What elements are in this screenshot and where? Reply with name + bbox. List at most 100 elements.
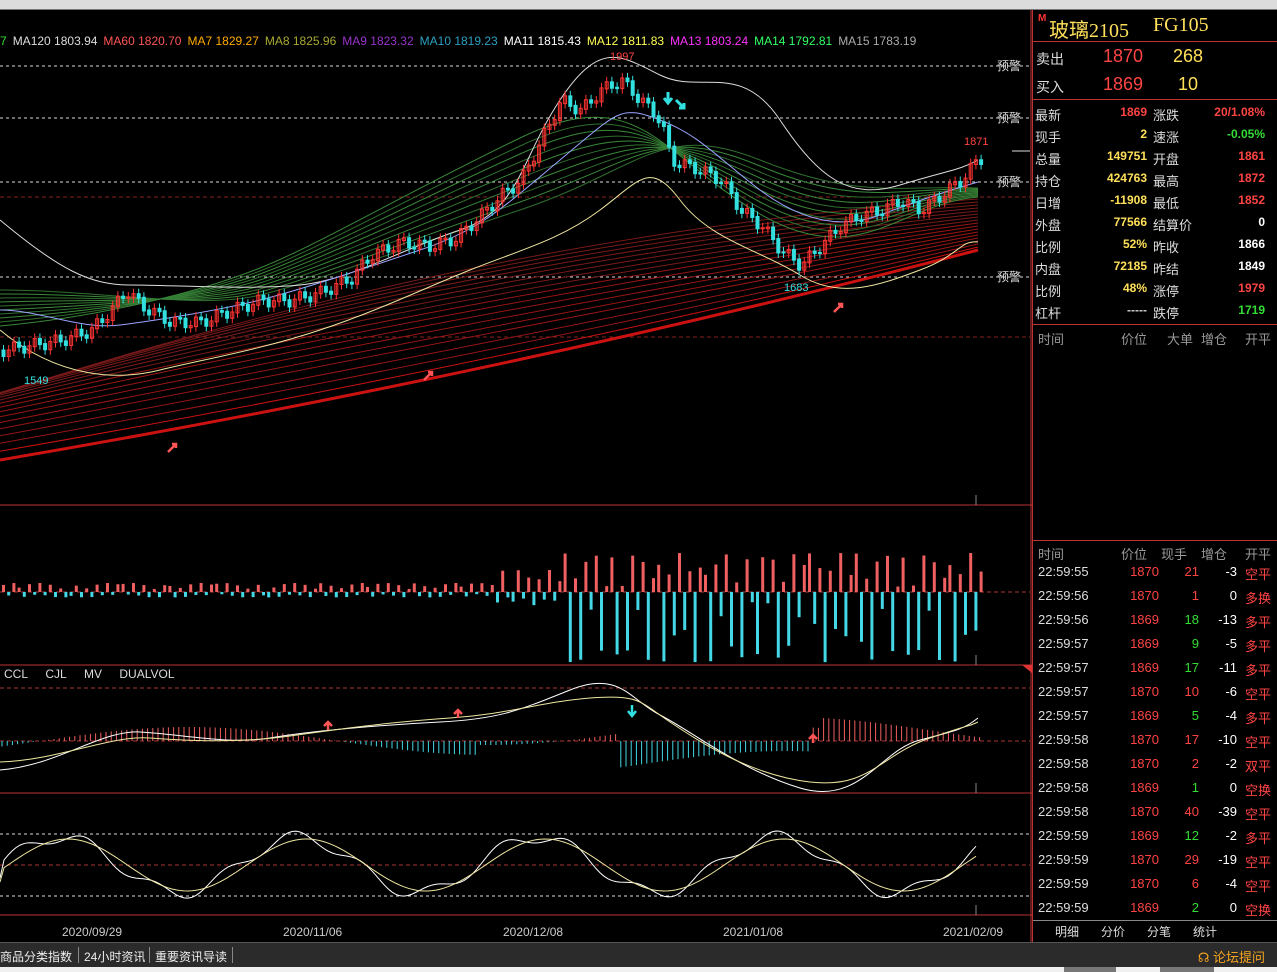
oi-bar: [54, 592, 57, 598]
tab-price-dist[interactable]: 分价: [1101, 925, 1126, 939]
tick-row[interactable]: 22:59:59 1870 29 -19 空平: [1033, 848, 1277, 872]
tick-row[interactable]: 22:59:59 1869 12 -2 多平: [1033, 824, 1277, 848]
tick-type: 空平: [1245, 879, 1272, 894]
ma-line: [0, 240, 979, 437]
stat-row: 现手 2 速涨 -0.05%: [1033, 124, 1277, 146]
candle-body: [287, 299, 292, 308]
candle-body: [115, 295, 120, 308]
signal-arrow: [423, 370, 434, 381]
oi-bar: [678, 553, 681, 592]
oi-bar: [152, 588, 156, 592]
oi-bar: [834, 592, 837, 630]
tick-row[interactable]: 22:59:56 1869 18 -13 多平: [1033, 608, 1277, 632]
tick-row[interactable]: 22:59:58 1870 17 -10 空平: [1033, 728, 1277, 752]
tick-row[interactable]: 22:59:59 1869 2 0 空换: [1033, 896, 1277, 920]
oi-bar: [100, 592, 104, 596]
col-big-order: 大单: [1167, 332, 1194, 347]
tick-oi-change: -19: [1218, 852, 1237, 867]
tick-row[interactable]: 22:59:57 1869 17 -11 多平: [1033, 656, 1277, 680]
kline-chart-area[interactable]: 预警 预警 预警 预警 1997 1549 1683 1871 7 MA120 1803.94 M…: [0, 10, 1032, 942]
tab-tick[interactable]: 分笔: [1147, 925, 1172, 939]
tick-row[interactable]: 22:59:58 1869 1 0 空换: [1033, 776, 1277, 800]
candle-body: [37, 337, 42, 346]
candle-body: [17, 341, 22, 348]
oi-bar: [142, 585, 146, 592]
alert-label: 预警: [997, 269, 1021, 284]
status-24h-news[interactable]: 24小时资讯: [84, 950, 146, 964]
tick-volume: 1: [1191, 588, 1199, 603]
ask-price: 1870: [1102, 46, 1143, 66]
status-commodity-index[interactable]: 商品分类指数: [0, 950, 73, 964]
candle-body: [297, 291, 302, 301]
indicator-mv[interactable]: MV: [84, 667, 103, 681]
oi-bar: [506, 592, 510, 598]
oi-bar: [80, 592, 83, 598]
tick-row[interactable]: 22:59:58 1870 40 -39 空平: [1033, 800, 1277, 824]
status-headlines[interactable]: 重要资讯导读: [155, 950, 228, 964]
candle-body: [651, 101, 656, 118]
ask-label: 卖出: [1036, 51, 1064, 67]
candle-body: [178, 317, 183, 320]
candle-body: [635, 93, 640, 103]
candle-body: [677, 164, 682, 169]
tick-row[interactable]: 22:59:57 1869 9 -5 多平: [1033, 632, 1277, 656]
tick-row[interactable]: 22:59:58 1870 2 -2 双平: [1033, 752, 1277, 776]
stat-row: 外盘 77566 结算价 0: [1033, 212, 1277, 234]
tick-time: 22:59:59: [1038, 852, 1089, 867]
ma-legend-item: MA15 1783.19: [838, 34, 917, 48]
candle-body: [375, 248, 380, 262]
oi-bar: [641, 561, 645, 592]
candle-body: [979, 159, 984, 165]
indicator-cjl[interactable]: CJL: [45, 667, 67, 681]
tab-statistics[interactable]: 统计: [1193, 925, 1218, 939]
forum-help-button[interactable]: ☊ 论坛提问: [1198, 947, 1265, 966]
tick-oi-change: -11: [1219, 660, 1237, 675]
tick-type: 多平: [1245, 711, 1272, 726]
col-volume: 现手: [1161, 547, 1188, 562]
stat-label: 比例: [1035, 240, 1062, 255]
tick-list[interactable]: 22:59:55 1870 21 -3 空平 22:59:56 1870 1 0 多换 22:59:…: [1033, 560, 1277, 920]
tick-row[interactable]: 22:59:55 1870 21 -3 空平: [1033, 560, 1277, 584]
tick-row[interactable]: 22:59:59 1870 6 -4 空平: [1033, 872, 1277, 896]
stat-value: 149751: [1106, 149, 1147, 163]
tick-price: 1870: [1130, 804, 1159, 819]
candle-body: [141, 296, 146, 312]
oi-bar: [745, 559, 749, 592]
candle-body: [339, 276, 344, 285]
candle-body: [568, 95, 573, 107]
candle-body: [973, 159, 978, 165]
tick-row[interactable]: 22:59:57 1869 5 -4 多平: [1033, 704, 1277, 728]
stat-row: 杠杆 ----- 跌停 1719: [1033, 300, 1277, 322]
ma-legend-item: MA8 1825.96: [264, 34, 337, 48]
tick-row[interactable]: 22:59:56 1870 1 0 多换: [1033, 584, 1277, 608]
tick-type: 空平: [1245, 855, 1272, 870]
candle-body: [69, 335, 74, 346]
candle-body: [589, 99, 594, 104]
bid-row[interactable]: 买入 1869 10: [1033, 71, 1277, 99]
oi-bar: [594, 555, 598, 592]
tick-price: 1869: [1130, 612, 1159, 627]
candle-body: [11, 341, 16, 352]
ask-row[interactable]: 卖出 1870 268: [1033, 43, 1277, 71]
candle-body: [235, 301, 240, 314]
oi-bar: [194, 592, 198, 595]
quote-stats: 最新 1869 涨跌 20/1.08% 现手 2 速涨 -0.05% 总量 149751 开盘 186…: [1033, 100, 1277, 325]
candle-body: [890, 198, 895, 206]
stat-label: 最高: [1153, 174, 1180, 189]
signal-arrow: [323, 720, 333, 730]
oi-bar: [215, 583, 219, 592]
oi-bar: [210, 584, 213, 592]
candle-body: [968, 162, 973, 180]
tick-row[interactable]: 22:59:57 1870 10 -6 空平: [1033, 680, 1277, 704]
candle-body: [609, 81, 614, 89]
tick-type: 空平: [1245, 567, 1272, 582]
indicator-dualvol[interactable]: DUALVOL: [119, 667, 175, 681]
sub-indicator-labels: CCL CJL MV DUALVOL: [4, 667, 189, 681]
ma-line: [0, 243, 979, 444]
stat-value: -11908: [1110, 193, 1147, 207]
candle-body: [869, 206, 874, 213]
tick-time: 22:59:56: [1038, 612, 1089, 627]
tab-detail[interactable]: 明细: [1055, 925, 1080, 939]
indicator-ccl[interactable]: CCL: [4, 667, 29, 681]
